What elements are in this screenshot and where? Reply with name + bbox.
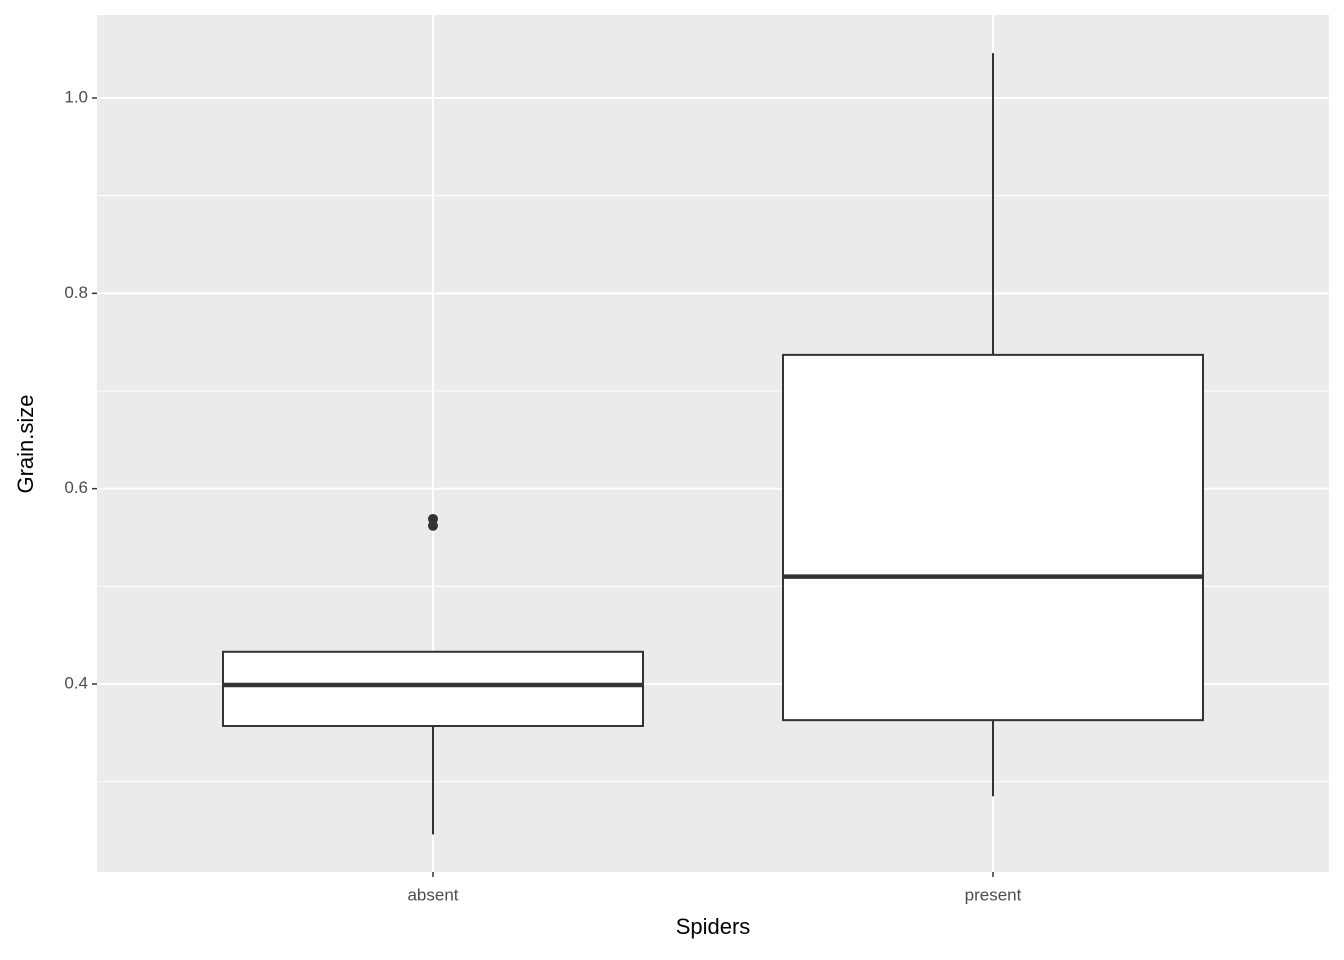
box: [782, 353, 1204, 722]
y-tick-label: 0.4: [64, 673, 88, 692]
x-tick-label: absent: [407, 885, 458, 904]
box: [222, 650, 644, 727]
outlier: [428, 520, 438, 531]
y-tick-label: 0.8: [64, 283, 88, 302]
y-tick-label: 0.6: [64, 478, 88, 497]
outlier: [428, 513, 438, 524]
x-tick-label: present: [965, 885, 1022, 904]
y-axis-title: Grain.size: [13, 394, 38, 493]
x-axis-title: Spiders: [676, 914, 751, 939]
y-tick-label: 1.0: [64, 87, 88, 106]
